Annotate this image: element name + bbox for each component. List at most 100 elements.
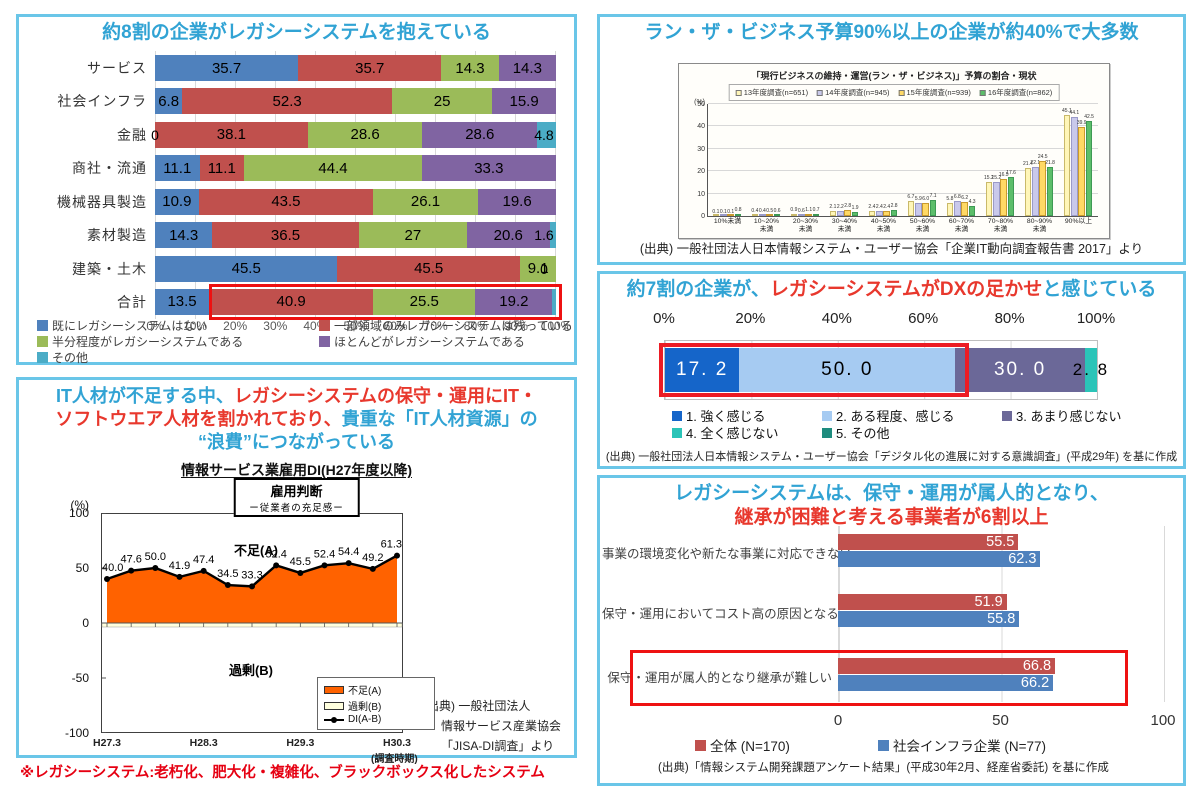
source-line: 情報サービス産業協会 xyxy=(441,719,562,733)
bar xyxy=(914,202,922,216)
segment-value: 25.5 xyxy=(409,293,439,311)
x-axis-ticks: 0% 20% 40% 60% 80% 100% xyxy=(653,310,1115,328)
label-line: 20~30% xyxy=(792,218,819,225)
segment-value: 9.1 xyxy=(527,260,549,278)
bar xyxy=(890,209,898,216)
bar-value-label: 16.5 xyxy=(998,172,1009,179)
bar-value-label: 15.2 xyxy=(984,174,994,181)
bar-value-label: 2.8 xyxy=(844,202,852,209)
segment-value: 15.9 xyxy=(509,92,539,110)
bar xyxy=(751,214,759,216)
axis-tick-label: 50% xyxy=(343,319,368,333)
bar-segment: 27 xyxy=(358,222,467,249)
bar-value-label: 0.7 xyxy=(812,207,820,214)
bar-value-label: 21.4 xyxy=(1023,161,1033,168)
gridline xyxy=(708,125,1098,127)
bar-value-label: 17.6 xyxy=(1006,169,1016,176)
axis-tick-label: H28.3 xyxy=(189,737,218,749)
bar-track: 13.5 40.9 25.5 19.2 xyxy=(155,283,562,320)
axis-category-label: 10~20% 未満 xyxy=(754,218,779,235)
bar-segment: 44.4 xyxy=(244,155,423,182)
segment-value: 26.1 xyxy=(410,193,441,211)
svg-text:61.3: 61.3 xyxy=(381,539,402,551)
axis-tick-label: -50 xyxy=(71,671,89,685)
panel5-title: レガシーシステムは、保守・運用が属人的となり、 継承が困難と考える事業者が6割以上 xyxy=(600,482,1183,530)
bar-segment xyxy=(1084,348,1097,392)
bar: 62.3 xyxy=(838,551,1041,567)
category-label: 機械器具製造 xyxy=(57,193,147,210)
legend-swatch xyxy=(324,701,344,710)
segment-value: 10.9 xyxy=(162,193,192,211)
title-part: レガシーシステムの保守・運用にIT・ xyxy=(233,386,538,406)
legend-label: 3. あまり感じない xyxy=(1016,409,1122,424)
legend-label: 全体 (N=170) xyxy=(710,739,790,754)
bar-segment: 35.7 xyxy=(298,55,442,81)
bar xyxy=(868,210,876,216)
bar: 51.9 xyxy=(838,594,1007,610)
svg-text:40.0: 40.0 xyxy=(102,562,123,574)
legend-swatch xyxy=(878,739,889,751)
segment-value: 0 xyxy=(540,260,548,277)
axis-tick-label: 80% xyxy=(463,319,488,333)
legend-label: 2. ある程度、感じる xyxy=(836,409,955,424)
legend-swatch xyxy=(898,89,905,96)
bar-segment: 11.1 xyxy=(199,155,244,182)
bar xyxy=(946,203,954,216)
table-row: 商社・流通 11.1 11.1 44.4 33.3 xyxy=(29,155,556,182)
legend-swatch xyxy=(319,336,330,347)
axis-tick-label: 0% xyxy=(653,310,675,327)
axis-tick-label: 20 xyxy=(697,168,705,176)
axis-tick-label: 100% xyxy=(540,319,572,333)
axis-tick-label: 80% xyxy=(994,310,1025,327)
segment-value: 17. 2 xyxy=(676,359,729,380)
bar-value-label: 0.8 xyxy=(734,207,742,214)
bar-segment: 50. 0 xyxy=(739,348,956,392)
category-label: 商社・流通 xyxy=(72,160,147,177)
axis-category-label: 90%以上 xyxy=(1065,218,1092,226)
category-label: 合計 xyxy=(117,293,147,310)
axis-tick-label: 20% xyxy=(735,310,766,327)
axis-tick-label: 100% xyxy=(1076,310,1116,327)
bar-value-label: 2.4 xyxy=(868,203,876,210)
bar-segment: 10.9 xyxy=(155,188,199,215)
bar xyxy=(929,200,937,216)
axis-tick-label: 10 xyxy=(697,190,705,198)
bar-value-label: 0.9 xyxy=(790,206,798,213)
bar-value-label: 0.6 xyxy=(797,207,805,214)
legend-label: DI(A-B) xyxy=(348,714,382,725)
panel4-title: IT人材が不足する中、レガシーシステムの保守・運用にIT・ ソフトウエア人材を割か… xyxy=(19,385,574,454)
bar-segment: 36.5 xyxy=(212,222,359,249)
legend-label: 過剰(B) xyxy=(348,702,382,713)
legend-swatch xyxy=(672,427,682,438)
gridline xyxy=(708,103,1098,104)
bar-value-label: 0.4 xyxy=(751,208,759,215)
bar-track: 35.7 35.7 14.3 14.3 xyxy=(155,55,556,81)
bar xyxy=(968,206,976,216)
legend-label: 14年度調査(n=945) xyxy=(825,88,890,97)
segment-value: 14.3 xyxy=(512,59,542,77)
axis-category-label: 60~70% 未満 xyxy=(949,218,974,235)
bar xyxy=(1031,166,1039,216)
legend-label: 半分程度がレガシーシステムである xyxy=(52,335,244,349)
axis-tick-label: 100 xyxy=(68,506,89,520)
legend-item: 不足(A) xyxy=(324,682,428,697)
table-row: 社会インフラ 6.8 52.3 25 15.9 xyxy=(29,88,556,115)
panel-legacy-by-industry: 約8割の企業がレガシーシステムを抱えている サービス 35.7 35.7 14.3 14… xyxy=(16,14,577,365)
stacked-bar: 17. 2 50. 0 30. 0 2. 8 xyxy=(659,343,1107,397)
label-line: 50~60% xyxy=(909,218,936,225)
highlight-box xyxy=(209,283,562,320)
bar xyxy=(1070,117,1078,216)
bar-value-label: 0.1 xyxy=(712,208,720,215)
source-note: (出典) 一般社団法人 情報サービス産業協会 「JISA-DI調査」より xyxy=(423,696,561,756)
legend-item: その他 xyxy=(37,349,88,366)
bar-value-label: 0.4 xyxy=(758,208,766,215)
axis-category-label: 70~80% 未満 xyxy=(988,218,1013,235)
legend-swatch xyxy=(319,320,330,331)
panel-dx-hindrance: 約7割の企業が、レガシーシステムがDXの足かせと感じている 0% 20% 40% 60… xyxy=(597,271,1186,469)
bar: 55.8 xyxy=(838,611,1020,627)
segment-value: 36.5 xyxy=(270,226,301,244)
legend-item: 15年度調査(n=939) xyxy=(898,87,971,98)
axis-tick-label: 60% xyxy=(908,310,939,327)
bar xyxy=(851,211,859,216)
svg-text:過剰(B): 過剰(B) xyxy=(228,663,273,678)
